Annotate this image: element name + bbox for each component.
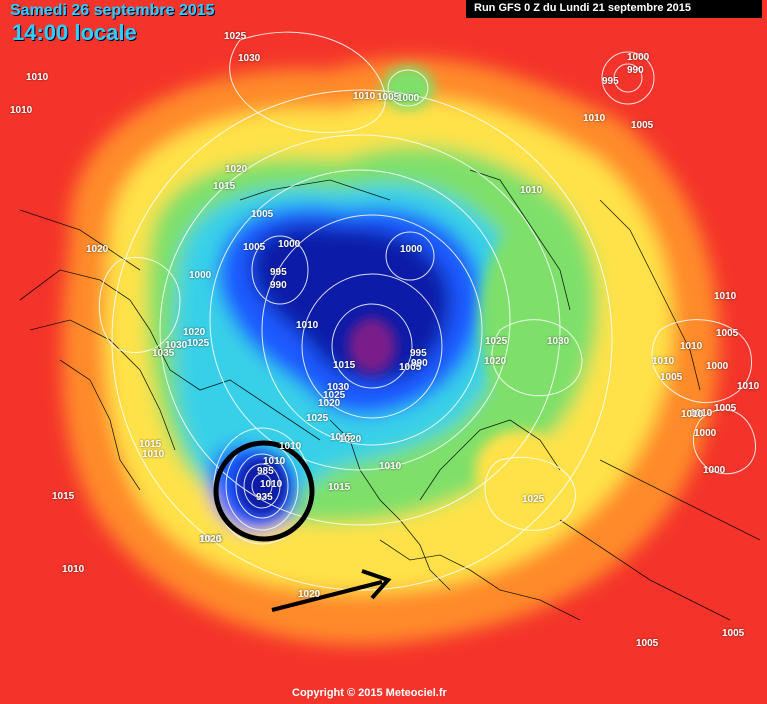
pressure-label: 1010 bbox=[737, 381, 760, 392]
pressure-label: 1015 bbox=[330, 432, 353, 443]
pressure-label: 1005 bbox=[716, 328, 739, 339]
pressure-label: 1025 bbox=[323, 390, 346, 401]
low-core-arctic bbox=[348, 318, 396, 374]
pressure-label: 1010 bbox=[652, 356, 675, 367]
coastlines bbox=[19, 169, 761, 621]
pressure-label: 1025 bbox=[485, 336, 508, 347]
pressure-label: 1010 bbox=[263, 456, 286, 467]
pressure-label: 1025 bbox=[187, 338, 210, 349]
low-pressure-circle-annotation bbox=[213, 440, 315, 542]
pressure-label: 1000 bbox=[706, 361, 729, 372]
pressure-label: 1010 bbox=[260, 479, 283, 490]
pressure-label: 990 bbox=[411, 358, 428, 369]
green-patch-siberia bbox=[480, 230, 560, 410]
pressure-label: 1010 bbox=[520, 185, 543, 196]
pressure-label: 935 bbox=[256, 492, 273, 503]
pressure-label: 985 bbox=[257, 466, 274, 477]
pressure-label: 1015 bbox=[52, 491, 75, 502]
pressure-label: 1000 bbox=[400, 244, 423, 255]
pressure-label: 1000 bbox=[189, 270, 212, 281]
pressure-label: 1015 bbox=[139, 439, 162, 450]
pressure-label: 1020 bbox=[484, 356, 507, 367]
green-patch-north bbox=[382, 66, 434, 110]
pressure-label: 995 bbox=[270, 267, 287, 278]
pressure-label: 1020 bbox=[183, 327, 206, 338]
pressure-label: 1025 bbox=[224, 31, 247, 42]
pressure-label: 1005 bbox=[722, 628, 745, 639]
pressure-label: 1015 bbox=[333, 360, 356, 371]
pressure-label: 1020 bbox=[199, 534, 222, 545]
pressure-label: 1025 bbox=[306, 413, 329, 424]
pressure-label: 1015 bbox=[328, 482, 351, 493]
pressure-label: 995 bbox=[410, 348, 427, 359]
pressure-label: 1020 bbox=[225, 164, 248, 175]
pressure-label: 1005 bbox=[636, 638, 659, 649]
pressure-label: 1005 bbox=[243, 242, 266, 253]
pressure-label: 1030 bbox=[547, 336, 570, 347]
forecast-date: Samedi 26 septembre 2015 bbox=[10, 2, 215, 19]
pressure-label: 1015 bbox=[200, 534, 223, 545]
pressure-label: 1010 bbox=[379, 461, 402, 472]
pressure-label: 1020 bbox=[298, 589, 321, 600]
pressure-label: 1015 bbox=[213, 181, 236, 192]
pressure-label: 1000 bbox=[694, 428, 717, 439]
pressure-label: 990 bbox=[270, 280, 287, 291]
pressure-label: 1010 bbox=[681, 409, 704, 420]
model-run-banner: Run GFS 0 Z du Lundi 21 septembre 2015 bbox=[466, 0, 762, 18]
pressure-label: 1010 bbox=[353, 91, 376, 102]
pressure-label: 1030 bbox=[238, 53, 261, 64]
pressure-label: 1010 bbox=[680, 341, 703, 352]
copyright-notice: Copyright © 2015 Meteociel.fr bbox=[292, 687, 447, 699]
pressure-label: 1010 bbox=[62, 564, 85, 575]
forecast-time: 14:00 locale bbox=[12, 20, 137, 45]
pressure-label: 1010 bbox=[10, 105, 33, 116]
pressure-label: 1030 bbox=[165, 340, 188, 351]
pressure-label: 1005 bbox=[714, 403, 737, 414]
pressure-label: 1010 bbox=[279, 441, 302, 452]
pressure-label: 1030 bbox=[327, 382, 350, 393]
pressure-label: 1000 bbox=[703, 465, 726, 476]
pressure-label: 1010 bbox=[690, 408, 713, 419]
pressure-label: 1000 bbox=[627, 52, 650, 63]
pressure-label: 1020 bbox=[86, 244, 109, 255]
pressure-label: 1010 bbox=[583, 113, 606, 124]
pressure-label: 1010 bbox=[26, 72, 49, 83]
pressure-label: 1005 bbox=[399, 362, 422, 373]
pressure-label: 1000 bbox=[278, 239, 301, 250]
pressure-label: 1020 bbox=[339, 434, 362, 445]
pressure-label: 1010 bbox=[296, 320, 319, 331]
pressure-label: 1005 bbox=[660, 372, 683, 383]
pressure-label: 1025 bbox=[522, 494, 545, 505]
pressure-label: 1035 bbox=[152, 348, 175, 359]
pressure-label: 1000 bbox=[397, 93, 420, 104]
pressure-label: 1005 bbox=[251, 209, 274, 220]
pressure-label: 995 bbox=[602, 76, 619, 87]
pressure-label: 990 bbox=[627, 65, 644, 76]
direction-arrow-annotation bbox=[271, 569, 392, 612]
pressure-label: 1020 bbox=[318, 398, 341, 409]
pressure-label: 1005 bbox=[631, 120, 654, 131]
pressure-label: 1005 bbox=[377, 92, 400, 103]
pressure-label: 1010 bbox=[714, 291, 737, 302]
yellow-patch-europe bbox=[475, 430, 565, 510]
pressure-label: 1010 bbox=[142, 449, 165, 460]
